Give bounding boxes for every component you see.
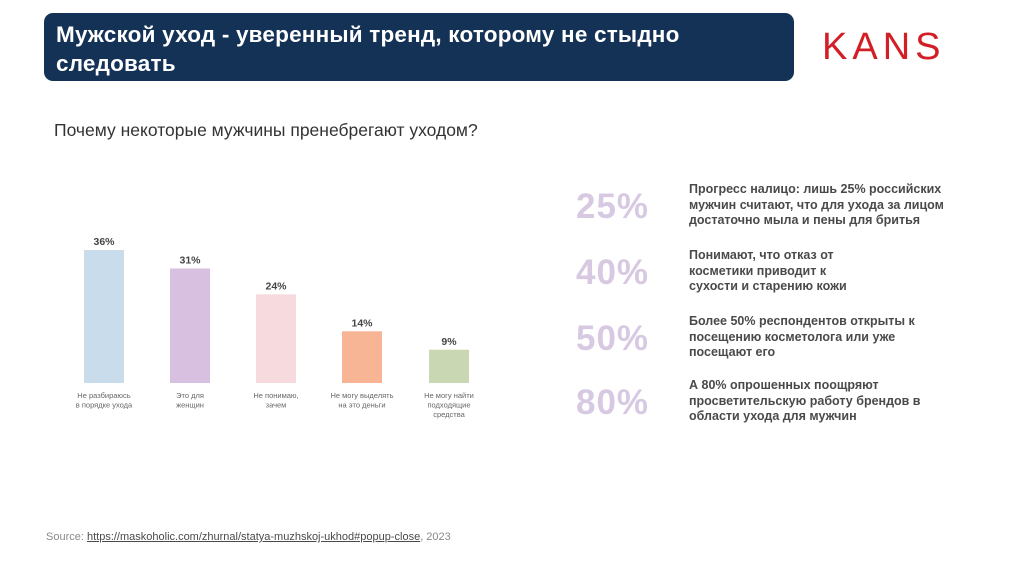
bar-value-label: 9% (441, 336, 457, 348)
category-label: женщин (176, 401, 204, 410)
stat-item: 50% Более 50% респондентов открыты к пос… (576, 314, 996, 374)
stat-percent: 80% (576, 383, 650, 422)
title-banner: Мужской уход - уверенный тренд, которому… (44, 13, 794, 81)
stat-item: 25% Прогресс налицо: лишь 25% российских… (576, 182, 996, 242)
stat-percent: 25% (576, 187, 650, 226)
page-title: Мужской уход - уверенный тренд, которому… (56, 22, 680, 76)
kans-logo: KANS (822, 26, 946, 68)
category-label: на это деньги (338, 401, 385, 410)
stat-description: Прогресс налицо: лишь 25% российских муж… (689, 182, 944, 227)
category-label: средства (433, 410, 465, 419)
stat-item: 80% А 80% опрошенных поощряют просветите… (576, 378, 996, 438)
category-label: Это для (176, 391, 204, 400)
chart-question: Почему некоторые мужчины пренебрегают ух… (54, 120, 478, 140)
stat-percent: 40% (576, 253, 650, 292)
bar (429, 349, 469, 383)
bar-value-label: 31% (179, 254, 201, 266)
stat-description: Понимают, что отказ от косметики приводи… (689, 248, 847, 293)
bar (256, 294, 296, 383)
source-link[interactable]: https://maskoholic.com/zhurnal/statya-mu… (86, 531, 421, 543)
category-label: в порядке ухода (76, 401, 133, 410)
bar (170, 268, 210, 383)
category-label: зачем (266, 401, 287, 410)
stat-item: 40% Понимают, что отказ от косметики при… (576, 248, 996, 308)
bar (342, 331, 382, 383)
source-line: Source: https://maskoholic.com/zhurnal/s… (46, 531, 451, 543)
category-label: Не могу найти (424, 391, 474, 400)
category-label: Не понимаю, (253, 391, 298, 400)
bar-value-label: 24% (265, 280, 287, 292)
category-label: подходящие (427, 401, 470, 410)
category-label: Не разбираюсь (77, 391, 130, 400)
stat-percent: 50% (576, 319, 650, 358)
bar-value-label: 14% (351, 317, 373, 329)
source-year: , 2023 (420, 531, 451, 543)
source-label: Source: (46, 531, 87, 543)
stat-description: Более 50% респондентов открыты к посещен… (689, 314, 915, 359)
stat-description: А 80% опрошенных поощряют просветительск… (689, 378, 921, 423)
bar-value-label: 36% (93, 236, 115, 248)
category-label: Не могу выделять (330, 391, 393, 400)
bar (84, 250, 124, 383)
